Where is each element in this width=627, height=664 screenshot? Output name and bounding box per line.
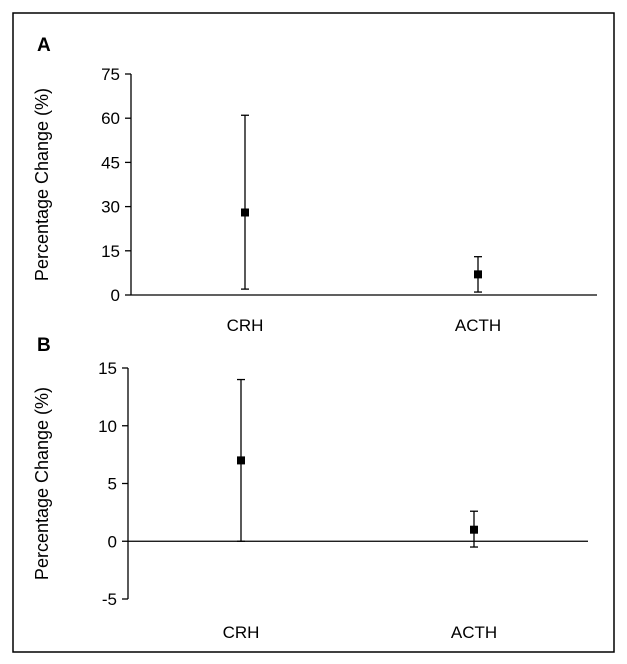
category-label-acth: ACTH <box>455 316 501 335</box>
y-tick-label: -5 <box>102 590 117 609</box>
y-tick-label: 0 <box>108 532 117 551</box>
panel-letter: A <box>37 35 51 56</box>
y-tick-label: 15 <box>98 359 117 378</box>
data-point-acth <box>474 270 482 279</box>
y-tick-label: 75 <box>101 65 120 84</box>
y-tick-label: 45 <box>101 153 120 172</box>
category-label-acth: ACTH <box>451 623 497 642</box>
figure-border <box>12 12 615 653</box>
category-label-crh: CRH <box>223 623 260 642</box>
y-tick-label: 0 <box>111 286 120 305</box>
data-point-crh <box>241 208 249 217</box>
y-axis-title: Percentage Change (%) <box>32 387 52 580</box>
data-point-crh <box>237 456 245 465</box>
panel-a: A 0 15 30 45 60 75 Percentage Change (%) CRH ACTH <box>32 35 597 335</box>
y-tick-label: 10 <box>98 417 117 436</box>
data-point-acth <box>470 525 478 534</box>
y-tick-label: 60 <box>101 109 120 128</box>
panel-letter: B <box>37 335 51 356</box>
y-axis-title: Percentage Change (%) <box>32 88 52 281</box>
y-tick-label: 30 <box>101 198 120 217</box>
y-tick-label: 15 <box>101 242 120 261</box>
panel-b: B -5 0 5 10 15 Percentage Change (%) CRH ACTH <box>32 335 588 642</box>
y-tick-label: 5 <box>108 475 117 494</box>
category-label-crh: CRH <box>227 316 264 335</box>
